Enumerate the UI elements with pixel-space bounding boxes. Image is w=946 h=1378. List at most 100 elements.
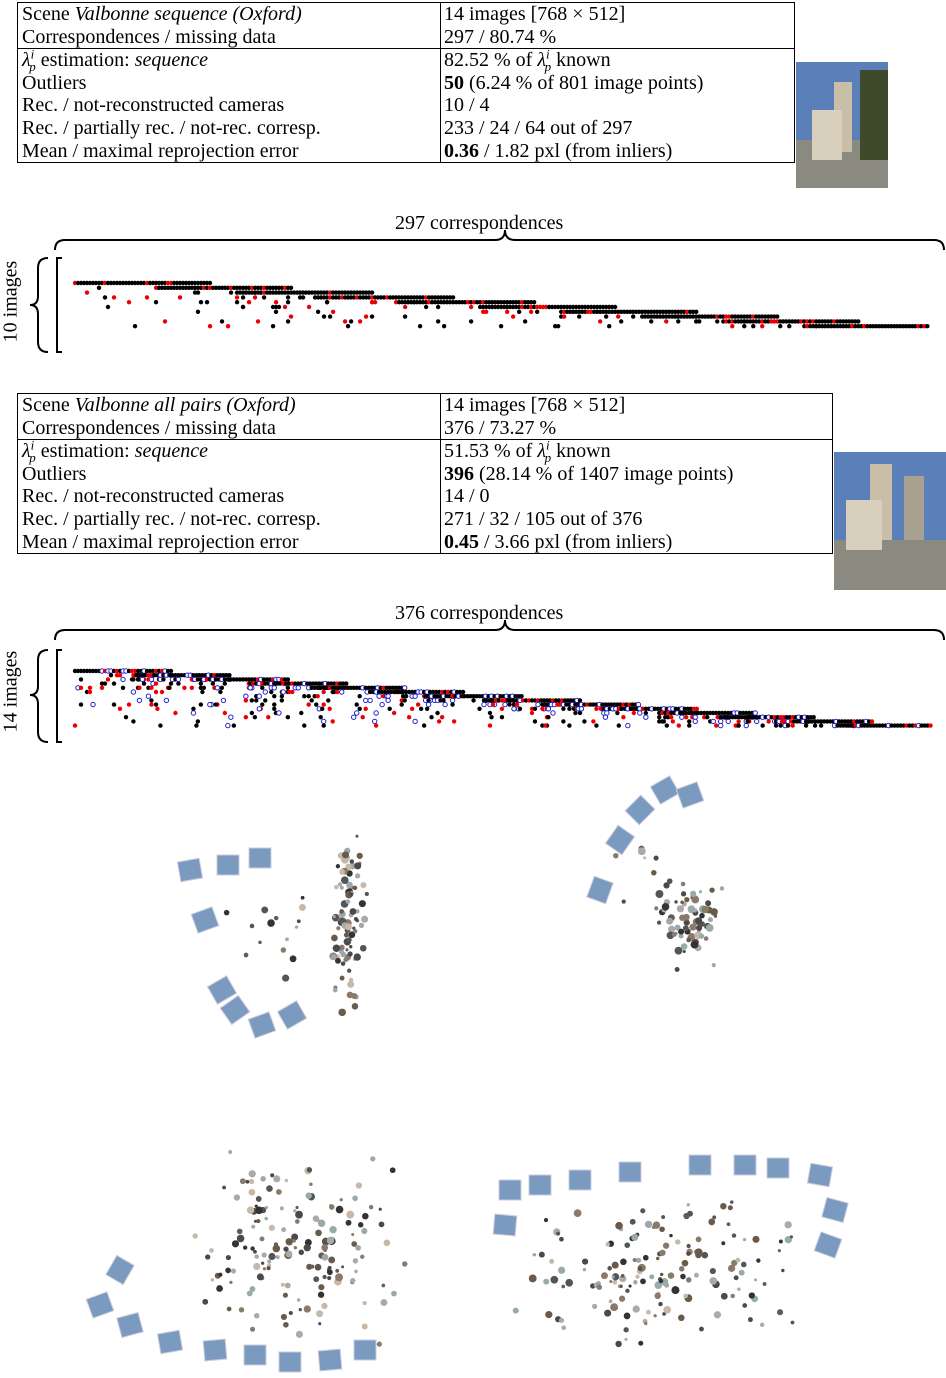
dot	[263, 1267, 266, 1270]
dot	[243, 1245, 247, 1249]
dot	[354, 1270, 358, 1274]
dot	[708, 917, 713, 922]
dot	[347, 937, 352, 942]
dot	[290, 955, 297, 962]
dot	[321, 1303, 327, 1309]
dot	[643, 856, 646, 859]
dot	[391, 1291, 397, 1297]
dot	[229, 1281, 232, 1284]
dot	[403, 686, 407, 690]
dot	[730, 324, 734, 328]
dot	[532, 300, 536, 304]
dot	[232, 723, 236, 727]
dot	[767, 1158, 789, 1178]
dot	[658, 1302, 662, 1306]
dot	[632, 711, 636, 715]
dot	[319, 715, 323, 719]
dot	[435, 711, 439, 715]
dot	[163, 319, 167, 323]
dot	[743, 1238, 746, 1241]
dot	[413, 694, 417, 698]
dot	[778, 1249, 781, 1252]
dot	[355, 835, 358, 838]
dot	[221, 698, 225, 702]
dot	[781, 1269, 784, 1272]
dot	[263, 698, 267, 702]
photo	[834, 452, 946, 590]
dot	[228, 1150, 232, 1154]
dot	[260, 1236, 265, 1241]
dot	[613, 305, 617, 309]
dot	[710, 1268, 716, 1274]
dot	[777, 1309, 783, 1315]
dot	[638, 1341, 643, 1346]
dot	[310, 1265, 314, 1269]
dot	[354, 917, 358, 921]
dot	[607, 1266, 612, 1271]
dot	[426, 702, 430, 706]
dot	[693, 908, 697, 912]
dot	[726, 719, 730, 723]
dot	[686, 1277, 691, 1282]
dot	[616, 314, 620, 318]
dot	[244, 715, 248, 719]
dot	[640, 1208, 645, 1213]
dot	[265, 1206, 268, 1209]
dot	[106, 1255, 134, 1284]
dot	[315, 1230, 322, 1237]
dot	[429, 715, 433, 719]
dot	[741, 1262, 747, 1268]
dot	[257, 1273, 264, 1280]
dot	[327, 1269, 333, 1275]
dot	[681, 882, 686, 887]
dot	[158, 723, 162, 727]
dot	[316, 694, 320, 698]
dot	[362, 1324, 368, 1330]
dot	[331, 310, 335, 314]
dot	[88, 690, 92, 694]
dot	[500, 707, 504, 711]
dot	[651, 870, 657, 876]
dot	[856, 319, 860, 323]
dot	[512, 707, 516, 711]
dot	[597, 1285, 602, 1290]
dot	[754, 719, 758, 723]
dot	[271, 324, 275, 328]
dot	[167, 686, 171, 690]
dot	[687, 723, 691, 727]
dot	[314, 702, 318, 706]
dot	[790, 723, 794, 727]
dot	[121, 686, 125, 690]
dot	[202, 1299, 208, 1305]
dot	[499, 324, 503, 328]
dot	[704, 936, 709, 941]
dot	[699, 1327, 704, 1332]
dot	[785, 1221, 792, 1228]
dot	[559, 1318, 564, 1323]
dot	[299, 1250, 304, 1255]
dot	[637, 1266, 642, 1271]
dot	[304, 1244, 311, 1251]
dot	[402, 1261, 407, 1266]
dot	[663, 882, 669, 888]
dot	[559, 1237, 564, 1242]
dot	[649, 1274, 654, 1279]
dot	[660, 719, 664, 723]
dot	[355, 711, 359, 715]
dot	[263, 690, 267, 694]
dot	[727, 1222, 731, 1226]
dot	[121, 677, 125, 681]
dot	[296, 686, 300, 690]
dot	[309, 1183, 313, 1187]
dot	[437, 719, 441, 723]
dot	[277, 1001, 306, 1029]
dot	[689, 1155, 711, 1175]
dot	[274, 310, 278, 314]
dot	[721, 1241, 725, 1245]
dot	[736, 719, 740, 723]
dot	[523, 319, 527, 323]
dot	[638, 711, 642, 715]
dot	[413, 719, 417, 723]
dot	[513, 1308, 519, 1314]
dot	[681, 943, 688, 950]
